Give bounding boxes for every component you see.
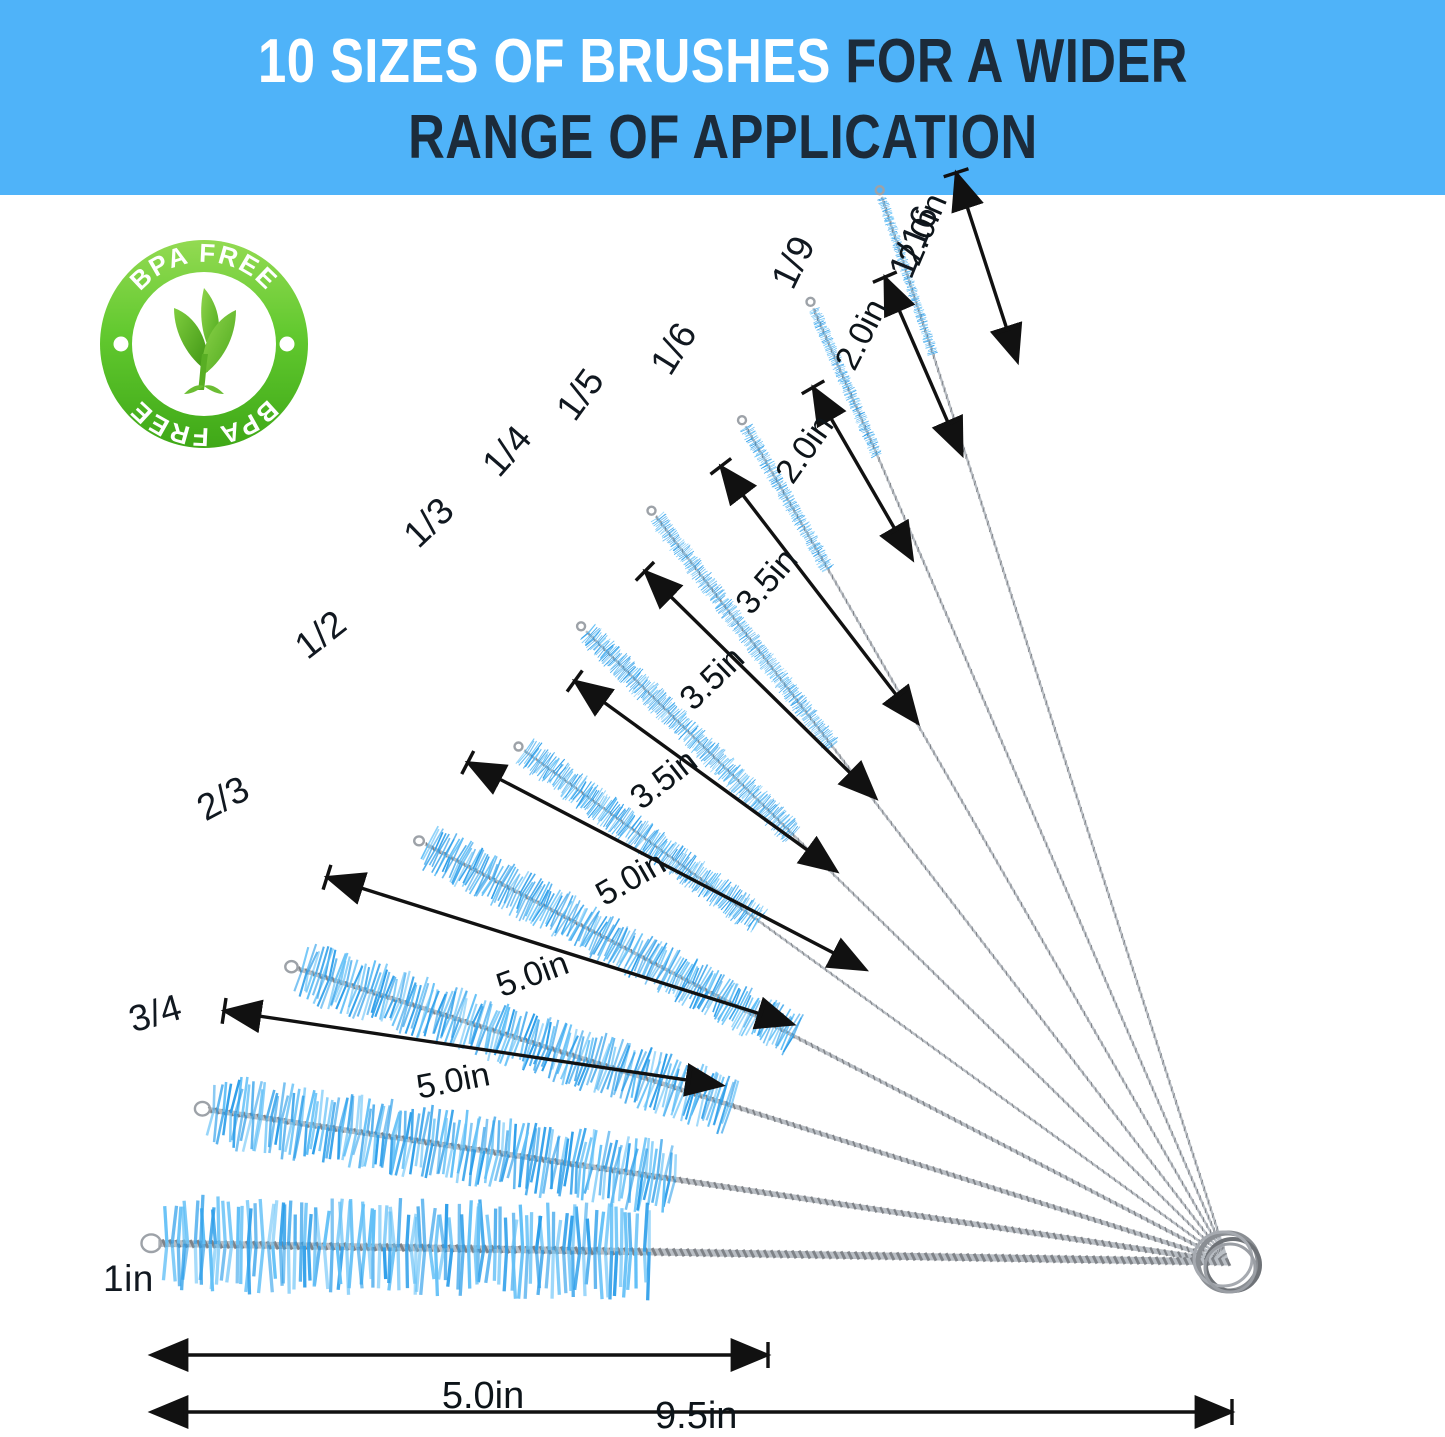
total-length-label: 9.5in — [655, 1395, 737, 1437]
dimension-arrow — [323, 865, 765, 1027]
dimension-arrow — [185, 1342, 768, 1368]
brush-wire-handle — [813, 308, 1228, 1264]
brush-wire-handle — [586, 631, 1228, 1264]
brush-tip-loop — [577, 622, 585, 630]
dimension-arrow — [944, 169, 1020, 334]
brush-tip-loop — [141, 1234, 160, 1252]
brush-wire-handle — [746, 426, 1229, 1264]
brush-tip-loop — [807, 298, 815, 306]
brush-fan-diagram — [0, 0, 1445, 1437]
brush-tip-loop — [876, 186, 884, 194]
infographic-canvas: 10 SIZES OF BRUSHES FOR A WIDER RANGE OF… — [0, 0, 1445, 1437]
brush-wire-handle — [882, 197, 1229, 1264]
bristle-length-label-1in: 5.0in — [442, 1375, 524, 1418]
brush-tip-loop — [514, 743, 522, 751]
brush-tip-loop — [648, 507, 656, 515]
brush-tip-loop — [738, 416, 746, 424]
brush-tip-loop — [285, 961, 297, 972]
brush-size-label-1in: 1in — [103, 1258, 154, 1300]
dimension-arrow — [873, 272, 961, 429]
brush-tip-loop — [414, 836, 424, 845]
brush-tip-loop — [195, 1102, 210, 1116]
